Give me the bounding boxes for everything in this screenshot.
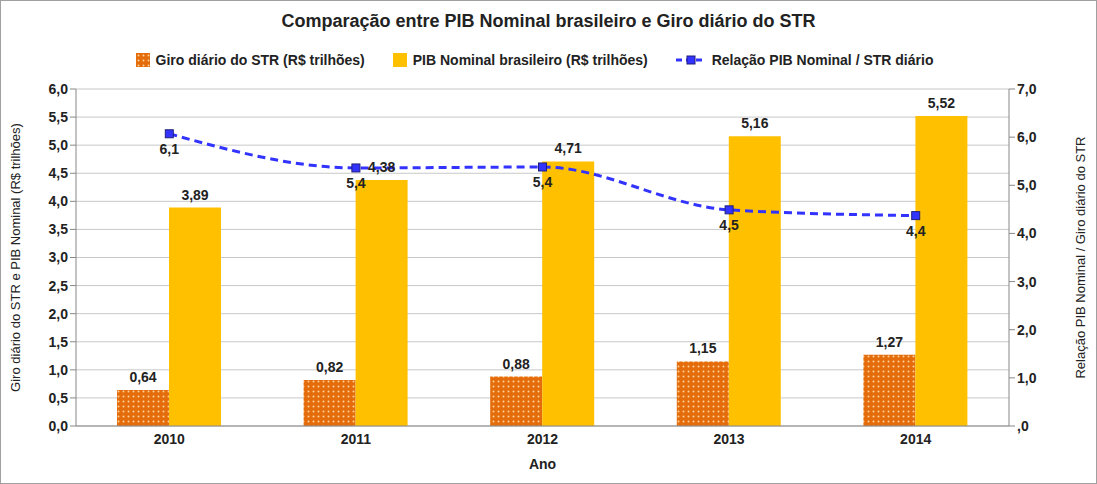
svg-text:3,89: 3,89 xyxy=(181,187,208,203)
svg-text:2014: 2014 xyxy=(900,431,931,447)
svg-text:3,5: 3,5 xyxy=(49,221,69,237)
svg-text:3,0: 3,0 xyxy=(49,249,69,265)
svg-text:4,5: 4,5 xyxy=(49,165,69,181)
svg-text:Relação PIB Nominal / Giro diá: Relação PIB Nominal / Giro diário do STR xyxy=(1073,136,1088,378)
svg-text:4,71: 4,71 xyxy=(555,140,582,156)
svg-text:5,0: 5,0 xyxy=(1017,177,1037,193)
svg-text:2,0: 2,0 xyxy=(49,306,69,322)
svg-text:4,4: 4,4 xyxy=(906,223,926,239)
svg-text:5,4: 5,4 xyxy=(346,175,366,191)
svg-text:5,16: 5,16 xyxy=(741,115,768,131)
svg-text:2,5: 2,5 xyxy=(49,278,69,294)
svg-text:5,5: 5,5 xyxy=(49,109,69,125)
svg-text:Giro diário do STR e PIB Nomin: Giro diário do STR e PIB Nominal (R$ tri… xyxy=(8,123,23,392)
svg-text:4,0: 4,0 xyxy=(1017,225,1037,241)
html-text:PIB Nominal brasileiro (R$ tri: PIB Nominal brasileiro (R$ trilhões) xyxy=(412,52,648,68)
svg-text:,0: ,0 xyxy=(1017,418,1029,434)
svg-text:5,52: 5,52 xyxy=(928,95,955,111)
svg-text:1,0: 1,0 xyxy=(49,362,69,378)
svg-text:7,0: 7,0 xyxy=(1017,81,1037,97)
svg-text:1,5: 1,5 xyxy=(49,334,69,350)
svg-text:1,15: 1,15 xyxy=(689,340,716,356)
svg-text:2011: 2011 xyxy=(341,431,372,447)
svg-text:0,64: 0,64 xyxy=(129,369,156,385)
svg-text:Ano: Ano xyxy=(529,456,556,472)
html-text:Giro diário do STR (R$ trilhõe: Giro diário do STR (R$ trilhões) xyxy=(155,52,365,68)
svg-text:4,38: 4,38 xyxy=(368,159,395,175)
svg-text:0,5: 0,5 xyxy=(49,390,69,406)
svg-text:0,0: 0,0 xyxy=(49,418,69,434)
svg-text:0,82: 0,82 xyxy=(316,359,343,375)
svg-text:0,88: 0,88 xyxy=(503,356,530,372)
svg-text:3,0: 3,0 xyxy=(1017,274,1037,290)
svg-text:1,27: 1,27 xyxy=(876,334,903,350)
svg-text:5,0: 5,0 xyxy=(49,137,69,153)
svg-text:4,0: 4,0 xyxy=(49,193,69,209)
svg-text:6,0: 6,0 xyxy=(49,81,69,97)
svg-text:2,0: 2,0 xyxy=(1017,322,1037,338)
svg-text:2013: 2013 xyxy=(714,431,745,447)
svg-text:6,0: 6,0 xyxy=(1017,129,1037,145)
svg-text:4,5: 4,5 xyxy=(719,217,739,233)
svg-text:1,0: 1,0 xyxy=(1017,370,1037,386)
svg-text:2012: 2012 xyxy=(527,431,558,447)
html-text:Comparação entre PIB Nominal b: Comparação entre PIB Nominal brasileiro … xyxy=(281,10,816,31)
svg-text:6,1: 6,1 xyxy=(160,141,180,157)
svg-text:2010: 2010 xyxy=(154,431,185,447)
svg-text:5,4: 5,4 xyxy=(533,174,553,190)
html-text:Relação PIB Nominal / STR diár: Relação PIB Nominal / STR diário xyxy=(711,52,934,68)
